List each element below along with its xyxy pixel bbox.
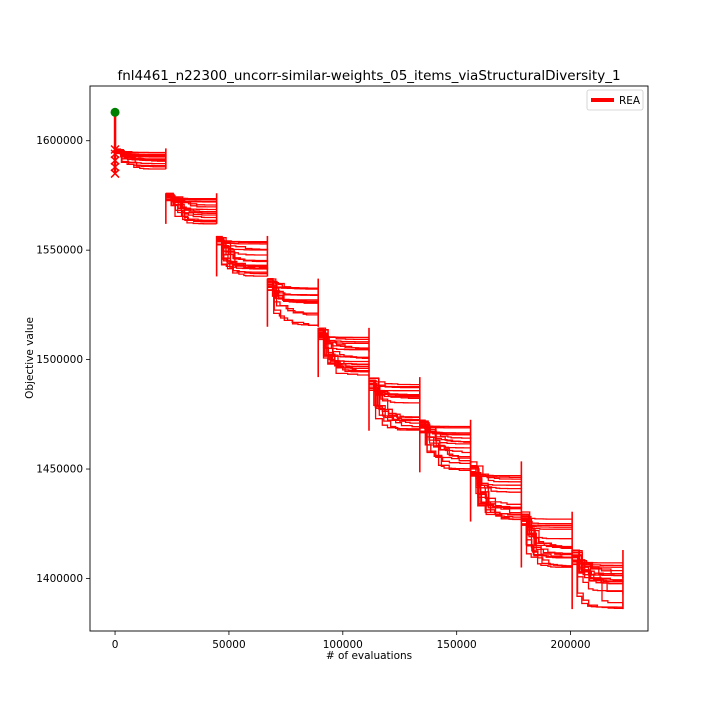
x-tick-label: 200000 bbox=[551, 639, 591, 651]
x-axis-label: # of evaluations bbox=[326, 650, 412, 662]
y-tick-label: 1550000 bbox=[36, 245, 83, 257]
chart-title: fnl4461_n22300_uncorr-similar-weights_05… bbox=[117, 68, 620, 84]
y-axis-label: Objective value bbox=[24, 317, 36, 399]
x-tick-label: 150000 bbox=[437, 639, 477, 651]
legend: REA bbox=[587, 90, 643, 110]
y-tick-label: 1400000 bbox=[36, 573, 83, 585]
x-tick-label: 0 bbox=[112, 639, 119, 651]
legend-label-rea: REA bbox=[619, 95, 641, 107]
initial-solution-point bbox=[111, 108, 120, 117]
y-tick-label: 1450000 bbox=[36, 464, 83, 476]
x-tick-label: 50000 bbox=[212, 639, 245, 651]
y-tick-label: 1500000 bbox=[36, 354, 83, 366]
y-tick-label: 1600000 bbox=[36, 135, 83, 147]
